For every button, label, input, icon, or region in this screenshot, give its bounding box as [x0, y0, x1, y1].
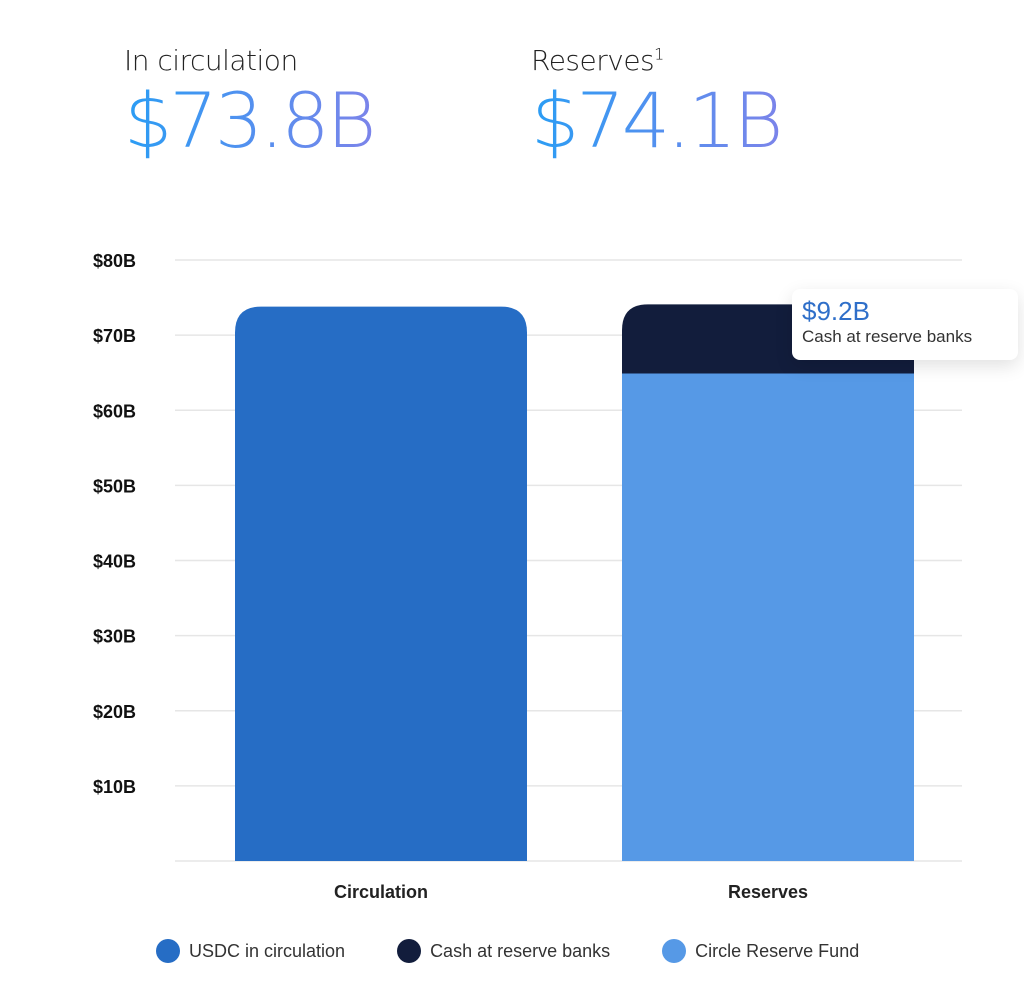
bar-circulation-usdc-in-circulation: [235, 306, 527, 861]
legend-swatch: [156, 939, 180, 963]
tooltip-label: Cash at reserve banks: [802, 327, 973, 346]
y-tick-label: $40B: [93, 552, 136, 572]
reserves-label: Reserves1: [531, 44, 780, 77]
y-tick-label: $80B: [93, 251, 136, 271]
reserves-value: $74.1B: [531, 76, 783, 165]
legend-label: Cash at reserve banks: [430, 940, 611, 961]
legend-item-fund[interactable]: Circle Reserve Fund: [662, 939, 859, 963]
x-tick-label: Circulation: [334, 882, 428, 902]
tooltip: $9.2B Cash at reserve banks: [792, 289, 1018, 360]
reserves-label-text: Reserves: [531, 44, 655, 77]
legend-item-circulation[interactable]: USDC in circulation: [156, 939, 345, 963]
x-tick-label: Reserves: [728, 882, 808, 902]
circulation-label: In circulation: [124, 44, 298, 77]
circulation-stat: In circulation $73.8B: [124, 44, 376, 165]
legend-swatch: [397, 939, 422, 963]
y-tick-label: $50B: [93, 476, 136, 496]
legend-item-cash[interactable]: Cash at reserve banks: [397, 939, 610, 963]
legend-swatch: [662, 939, 687, 963]
bar-reserves-circle-reserve-fund: [622, 373, 914, 861]
y-tick-label: $20B: [93, 702, 136, 722]
legend: USDC in circulation Cash at reserve bank…: [156, 939, 859, 963]
y-tick-label: $10B: [93, 777, 136, 797]
y-tick-label: $30B: [93, 627, 136, 647]
legend-label: Circle Reserve Fund: [695, 940, 860, 961]
y-tick-label: $70B: [93, 326, 136, 346]
reserves-stat: Reserves1 $74.1B: [531, 44, 783, 165]
circulation-value: $73.8B: [124, 76, 376, 165]
y-tick-label: $60B: [93, 401, 136, 421]
legend-label: USDC in circulation: [189, 940, 346, 961]
tooltip-value: $9.2B: [802, 296, 870, 326]
footnote-marker: 1: [654, 44, 664, 64]
